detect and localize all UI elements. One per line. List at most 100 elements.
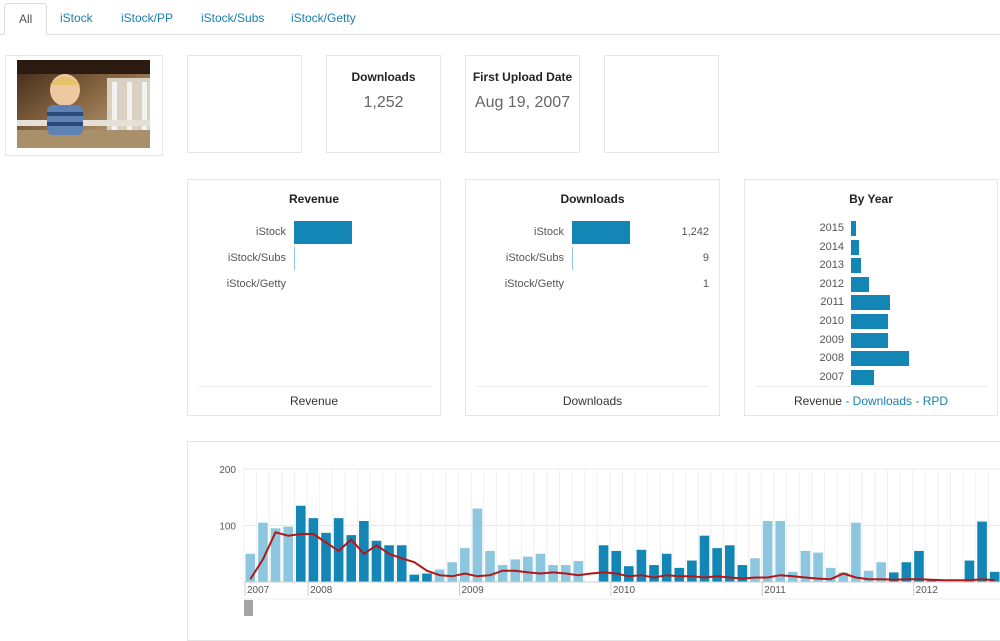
timeline-chart-card: 200 100 2007 2008 2009 2010 2011 2012 <box>187 441 1000 641</box>
timeline-bar[interactable] <box>700 536 710 582</box>
thumbnail-image[interactable] <box>17 60 150 148</box>
by-year-label: 2008 <box>808 352 844 364</box>
stat-card-first-upload: First Upload Date Aug 19, 2007 <box>465 55 580 153</box>
by-year-bar[interactable] <box>851 295 890 310</box>
timeline-bar[interactable] <box>662 554 672 582</box>
y-tick-label: 200 <box>219 465 236 476</box>
tab-istock-subs[interactable]: iStock/Subs <box>187 3 278 33</box>
by-year-bar[interactable] <box>851 221 856 236</box>
by-year-bar[interactable] <box>851 240 859 255</box>
by-year-bar[interactable] <box>851 351 909 366</box>
stat-downloads-title: Downloads <box>327 70 440 84</box>
timeline-bar[interactable] <box>397 545 407 582</box>
x-tick-label: 2010 <box>613 585 636 596</box>
by-year-footer-separator: - <box>912 394 923 408</box>
by-year-label: 2007 <box>808 371 844 383</box>
by-year-bar[interactable] <box>851 333 888 348</box>
timeline-bar[interactable] <box>864 571 874 582</box>
downloads-bar-istock[interactable] <box>572 221 630 244</box>
timeline-bar[interactable] <box>574 561 584 582</box>
downloads-row-value: 1,242 <box>681 226 709 238</box>
by-year-bar[interactable] <box>851 258 861 273</box>
x-tick-label: 2009 <box>461 585 484 596</box>
x-tick-label: 2011 <box>764 585 786 596</box>
revenue-panel-title: Revenue <box>188 192 440 206</box>
timeline-bar[interactable] <box>422 574 432 582</box>
tab-all[interactable]: All <box>4 3 47 35</box>
timeline-bar[interactable] <box>523 557 533 582</box>
x-tick-label: 2008 <box>310 585 333 596</box>
by-year-panel-footer: Revenue - Downloads - RPD <box>755 386 987 415</box>
timeline-bar[interactable] <box>473 509 483 582</box>
by-year-footer-separator: - <box>842 394 853 408</box>
tab-bar: All iStock iStock/PP iStock/Subs iStock/… <box>0 0 1000 35</box>
revenue-row-label: iStock/Subs <box>188 252 286 264</box>
downloads-row-label: iStock/Subs <box>466 252 564 264</box>
by-year-label: 2011 <box>808 296 844 308</box>
timeline-bar[interactable] <box>624 566 634 582</box>
by-year-bar[interactable] <box>851 370 874 385</box>
timeline-bar[interactable] <box>763 521 773 582</box>
downloads-row-value: 1 <box>703 278 709 290</box>
tab-istock-pp[interactable]: iStock/PP <box>107 3 187 33</box>
stat-card-downloads: Downloads 1,252 <box>326 55 441 153</box>
by-year-footer-downloads-link[interactable]: Downloads <box>853 394 912 408</box>
revenue-panel-footer[interactable]: Revenue <box>198 386 430 415</box>
by-year-label: 2009 <box>808 334 844 346</box>
timeline-bar[interactable] <box>309 518 319 582</box>
by-year-panel-title: By Year <box>745 192 997 206</box>
downloads-row-label: iStock <box>466 226 564 238</box>
timeline-bar[interactable] <box>649 565 659 582</box>
downloads-panel-title: Downloads <box>466 192 719 206</box>
by-year-label: 2012 <box>808 278 844 290</box>
timeline-chart: 200 100 2007 2008 2009 2010 2011 2012 <box>188 442 1000 627</box>
revenue-row-label: iStock <box>188 226 286 238</box>
timeline-bar[interactable] <box>965 561 975 582</box>
y-tick-label: 100 <box>219 522 236 533</box>
by-year-label: 2015 <box>808 222 844 234</box>
thumbnail-card <box>5 55 163 156</box>
downloads-bar-istock-subs[interactable] <box>572 247 573 270</box>
timeline-bar[interactable] <box>851 523 861 582</box>
timeline-bar[interactable] <box>296 506 306 582</box>
by-year-label: 2013 <box>808 259 844 271</box>
timeline-bar[interactable] <box>410 575 420 582</box>
downloads-panel: Downloads iStock 1,242 iStock/Subs 9 iSt… <box>465 179 720 416</box>
downloads-panel-footer[interactable]: Downloads <box>476 386 709 415</box>
revenue-panel: Revenue iStock iStock/Subs iStock/Getty … <box>187 179 441 416</box>
timeline-bar[interactable] <box>485 551 495 582</box>
timeline-bar[interactable] <box>498 565 508 582</box>
by-year-panel: By Year 2015 2014 2013 2012 2011 2010 2009 2008… <box>744 179 998 416</box>
timeline-bar[interactable] <box>599 545 609 582</box>
x-tick-label: 2007 <box>247 585 270 596</box>
tab-istock-getty[interactable]: iStock/Getty <box>277 3 370 33</box>
range-selector-handle[interactable] <box>244 600 253 616</box>
timeline-bar[interactable] <box>536 554 546 582</box>
timeline-bar[interactable] <box>977 522 987 582</box>
by-year-footer-revenue[interactable]: Revenue <box>794 394 842 408</box>
revenue-bar-istock-subs[interactable] <box>294 247 295 270</box>
timeline-bar[interactable] <box>674 568 684 582</box>
revenue-bar-istock[interactable] <box>294 221 352 244</box>
revenue-row-label: iStock/Getty <box>188 278 286 290</box>
by-year-bar[interactable] <box>851 277 869 292</box>
by-year-label: 2010 <box>808 315 844 327</box>
by-year-label: 2014 <box>808 241 844 253</box>
timeline-bar[interactable] <box>687 561 697 582</box>
timeline-bar[interactable] <box>460 548 470 582</box>
x-tick-label: 2012 <box>916 585 939 596</box>
timeline-bar[interactable] <box>271 528 281 582</box>
by-year-bar[interactable] <box>851 314 888 329</box>
stat-first-upload-value: Aug 19, 2007 <box>466 94 579 112</box>
timeline-bar[interactable] <box>447 562 457 582</box>
tab-istock[interactable]: iStock <box>46 3 107 33</box>
downloads-row-label: iStock/Getty <box>466 278 564 290</box>
stat-first-upload-title: First Upload Date <box>466 70 579 84</box>
by-year-footer-rpd-link[interactable]: RPD <box>923 394 948 408</box>
timeline-bar[interactable] <box>637 550 647 582</box>
timeline-bar[interactable] <box>611 551 621 582</box>
timeline-bar[interactable] <box>914 551 924 582</box>
timeline-bar[interactable] <box>775 521 785 582</box>
stat-downloads-value: 1,252 <box>327 94 440 112</box>
stat-card-empty-2 <box>604 55 719 153</box>
